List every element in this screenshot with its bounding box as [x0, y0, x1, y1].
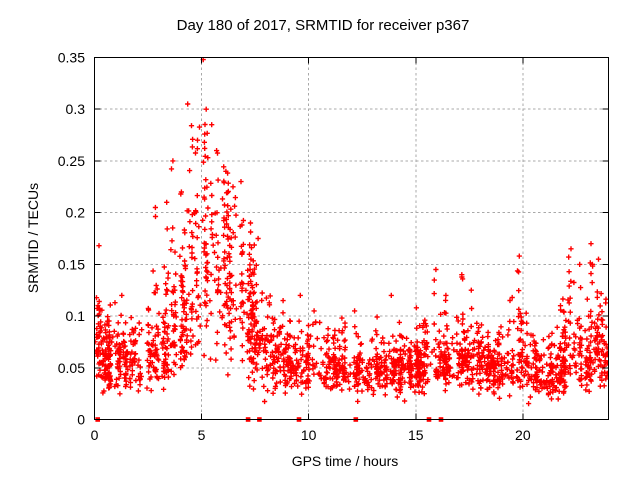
- x-tick-label: 15: [408, 427, 424, 443]
- x-tick-label: 5: [198, 427, 206, 443]
- x-tick-label: 10: [301, 427, 317, 443]
- y-tick-label: 0: [77, 412, 85, 428]
- x-tick-label: 0: [91, 427, 99, 443]
- plot-border: [94, 57, 609, 420]
- y-axis-label: SRMTID / TECUs: [25, 183, 41, 293]
- x-axis-label: GPS time / hours: [292, 453, 399, 469]
- y-tick-label: 0.2: [66, 205, 86, 221]
- y-tick-label: 0.1: [66, 308, 86, 324]
- x-tick-label: 20: [515, 427, 531, 443]
- plot-border-and-ticks: [94, 57, 609, 420]
- y-tick-label: 0.15: [58, 256, 85, 272]
- chart-title: Day 180 of 2017, SRMTID for receiver p36…: [177, 17, 470, 34]
- y-tick-label: 0.3: [66, 101, 86, 117]
- y-tick-label: 0.35: [58, 50, 85, 66]
- y-tick-label: 0.05: [58, 360, 85, 376]
- tick-labels: 0 5 10 15 20 0 0.05 0.1 0.15 0.2 0.25 0.3 0.35: [58, 50, 531, 444]
- y-tick-label: 0.25: [58, 153, 85, 169]
- scatter-points: [94, 57, 609, 407]
- srmtid-points-path: [94, 57, 609, 407]
